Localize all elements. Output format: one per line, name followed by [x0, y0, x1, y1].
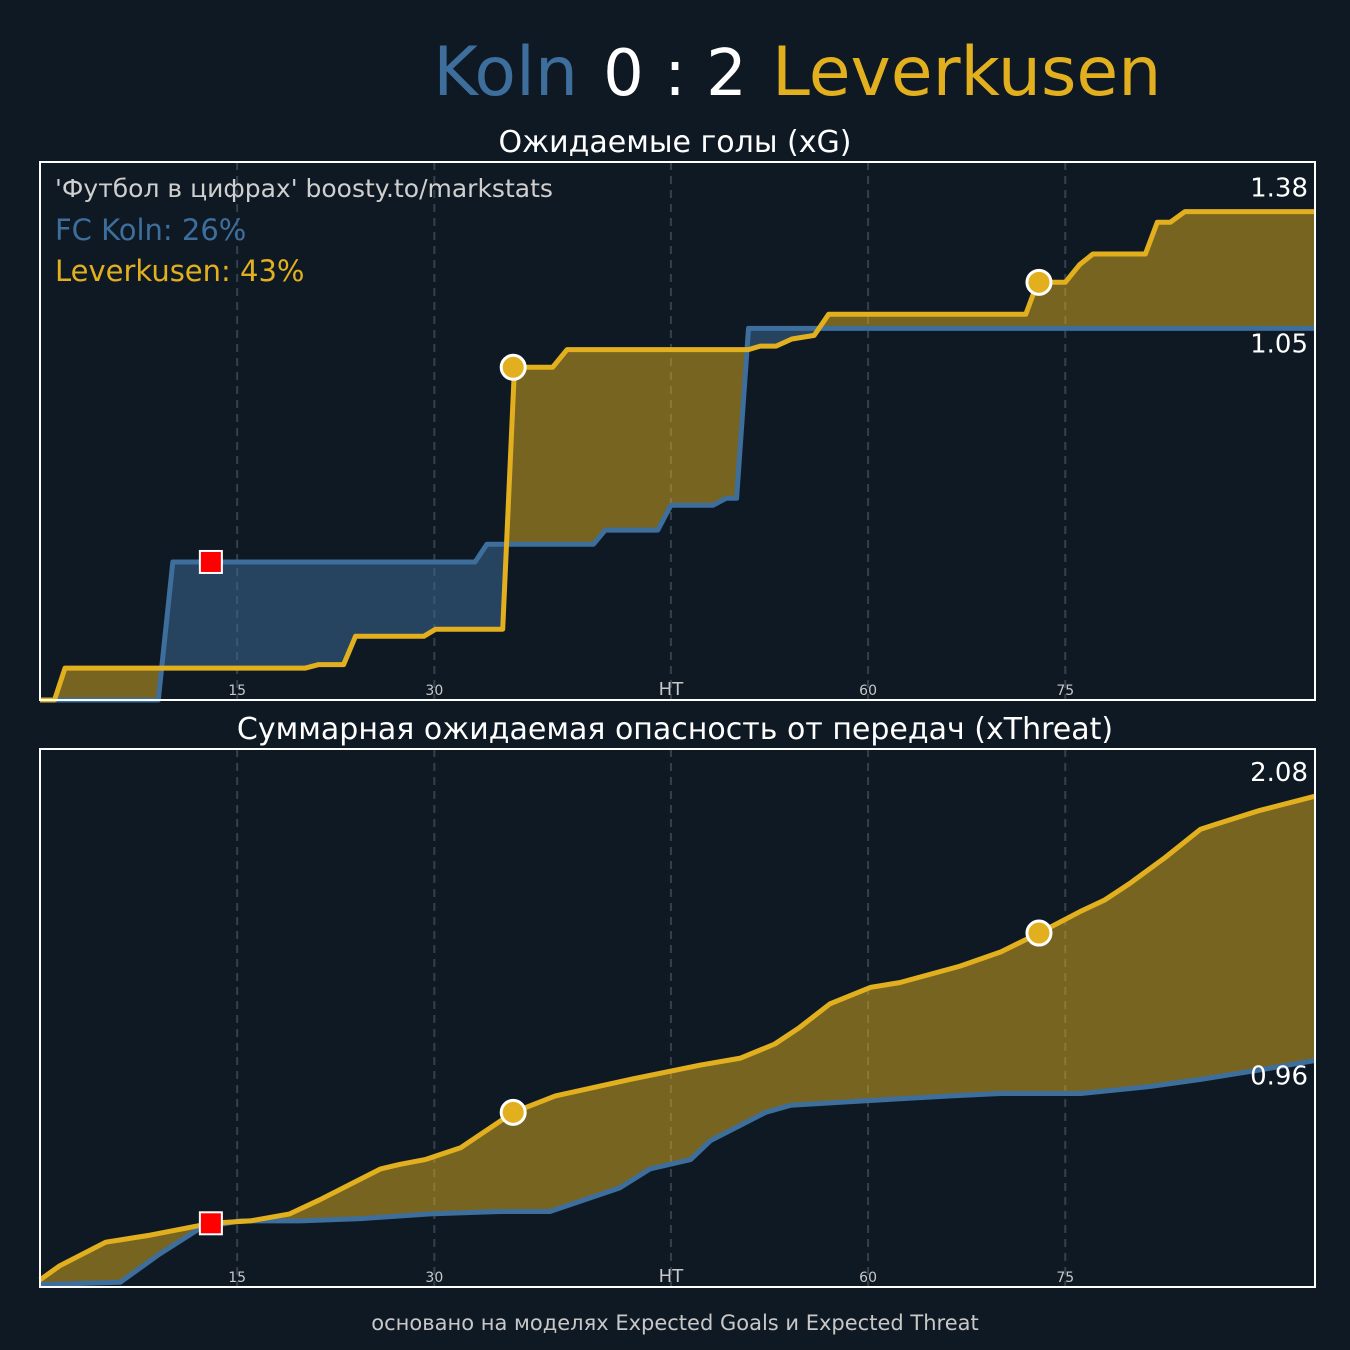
series-line — [40, 209, 1315, 703]
x-tick-label: HT — [659, 1266, 685, 1287]
x-tick-label: 30 — [425, 683, 443, 699]
subtitle: Ожидаемые голы (xG) — [499, 125, 852, 160]
series-line — [38, 793, 1316, 1282]
footer: основано на моделях Expected Goals и Exp… — [371, 1311, 978, 1335]
end-label: 0.96 — [1250, 1061, 1308, 1091]
event-marker — [198, 549, 223, 574]
annotation: 'Футбол в цифрах' boosty.to/markstats — [55, 174, 553, 203]
plot-frame — [39, 748, 1316, 1288]
x-tick-label: 60 — [859, 1270, 877, 1286]
x-tick-label: HT — [659, 679, 685, 700]
event-marker — [1025, 919, 1053, 947]
event-marker — [1025, 268, 1053, 296]
annotation: Leverkusen: 43% — [55, 254, 304, 288]
x-tick-label: 15 — [228, 683, 246, 699]
event-marker — [198, 1211, 223, 1236]
end-label: 2.08 — [1250, 758, 1308, 788]
away-team: Leverkusen — [772, 33, 1161, 112]
x-tick-label: 30 — [425, 1270, 443, 1286]
subtitle: Суммарная ожидаемая опасность от передач… — [237, 712, 1113, 747]
x-tick-label: 75 — [1056, 1270, 1074, 1286]
score: 0 : 2 — [603, 37, 747, 111]
x-tick-label: 60 — [859, 683, 877, 699]
x-tick-label: 75 — [1056, 683, 1074, 699]
event-marker — [499, 353, 527, 381]
end-label: 1.38 — [1250, 174, 1308, 204]
end-label: 1.05 — [1250, 329, 1308, 359]
series-line — [40, 325, 1315, 703]
event-marker — [499, 1098, 527, 1126]
home-team: Koln — [433, 33, 578, 112]
x-tick-label: 15 — [228, 1270, 246, 1286]
annotation: FC Koln: 26% — [55, 213, 246, 247]
plot-frame — [39, 161, 1316, 701]
